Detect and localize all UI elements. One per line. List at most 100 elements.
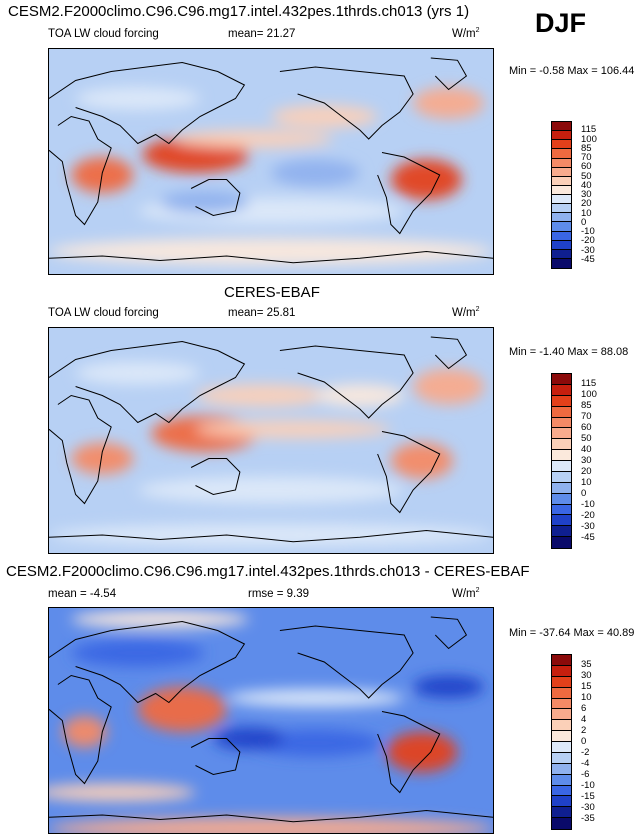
colorbar-swatch	[552, 774, 571, 786]
colorbar-tick-label: 10	[581, 477, 592, 488]
colorbar-swatch	[552, 482, 571, 494]
panel-1-minmax: Min = -0.58 Max = 106.44	[509, 65, 635, 77]
panel-1-variable-label: TOA LW cloud forcing	[48, 28, 159, 40]
coastline	[49, 340, 246, 424]
panel-3-units: W/m2	[452, 587, 480, 600]
coastline	[49, 250, 493, 264]
colorbar-swatch	[552, 185, 571, 195]
panel-2-minmax: Min = -1.40 Max = 88.08	[509, 346, 629, 358]
colorbar-tick-label: 10	[581, 207, 592, 219]
field-region	[49, 238, 493, 265]
coastline	[279, 625, 414, 699]
colorbar-swatch	[552, 384, 571, 396]
panel-1-units: W/m2	[452, 27, 480, 40]
panel-2-variable-label: TOA LW cloud forcing	[48, 307, 159, 319]
panel-3-map	[48, 607, 494, 834]
field-region	[75, 87, 200, 110]
colorbar-tick-label: 70	[581, 411, 592, 422]
colorbar-swatch	[552, 450, 571, 461]
colorbar-tick-label: 35	[581, 659, 592, 670]
colorbar-tick-label: -30	[581, 244, 595, 256]
coastline	[49, 620, 246, 704]
colorbar-swatch	[552, 665, 571, 677]
colorbar-swatch	[552, 417, 571, 429]
colorbar-swatch	[552, 374, 571, 385]
colorbar-tick-label: 0	[581, 736, 587, 747]
coastline	[49, 809, 493, 823]
colorbar-tick-label: 2	[581, 725, 587, 736]
colorbar-swatch	[552, 204, 571, 214]
field-region	[173, 130, 334, 148]
colorbar-tick-label: -4	[581, 758, 590, 769]
field-region	[71, 610, 249, 629]
colorbar-swatch	[552, 818, 571, 829]
colorbar-swatch	[552, 240, 571, 250]
panel-3-title: CESM2.F2000climo.C96.C96.mg17.intel.432p…	[6, 563, 530, 580]
field-region	[137, 686, 227, 732]
colorbar-swatch	[552, 515, 571, 527]
field-region	[62, 716, 107, 748]
coastline	[49, 529, 493, 543]
panel-3-rmse-label: rmse = 9.39	[248, 588, 310, 600]
panel-1-colorbar-labels: 115 100 85 70 60 50 40 30 20 10 0 -10 -20 -30 -45	[581, 121, 621, 269]
colorbar-swatch	[552, 122, 571, 132]
colorbar-swatch	[552, 439, 571, 451]
coastline	[430, 336, 468, 370]
colorbar-tick-label: -15	[581, 791, 595, 802]
colorbar-tick-label: 115	[581, 378, 597, 389]
colorbar-swatch	[552, 140, 571, 150]
colorbar-swatch	[552, 461, 571, 472]
colorbar-tick-label: -30	[581, 802, 595, 813]
field-region	[390, 442, 454, 479]
colorbar-tick-label: 115	[581, 124, 597, 136]
colorbar-swatch	[552, 231, 571, 241]
colorbar-tick-label: -10	[581, 499, 595, 510]
colorbar-tick-label: 20	[581, 466, 592, 477]
panel-3-minmax: Min = -37.64 Max = 40.89	[509, 627, 635, 639]
colorbar-tick-label: 60	[581, 161, 592, 173]
field-region	[137, 476, 405, 504]
colorbar-swatch	[552, 526, 571, 538]
field-region	[49, 523, 493, 547]
colorbar-tick-label: 100	[581, 389, 597, 400]
map-background-field	[49, 328, 493, 553]
coastline	[49, 394, 112, 505]
colorbar-swatch	[552, 406, 571, 418]
colorbar-tick-label: 50	[581, 170, 592, 182]
field-region	[315, 384, 405, 407]
field-region	[195, 384, 329, 407]
colorbar-swatch	[552, 720, 571, 732]
panel-1-mean-label: mean= 21.27	[228, 28, 296, 40]
colorbar-tick-label: 100	[581, 133, 597, 145]
coastline	[190, 738, 241, 776]
panel-1-map-svg	[49, 49, 493, 274]
panel-3-mean-label: mean = -4.54	[48, 588, 117, 600]
colorbar-swatch	[552, 195, 571, 205]
colorbar-tick-label: 85	[581, 142, 592, 154]
colorbar-tick-label: -6	[581, 769, 590, 780]
colorbar-tick-label: 30	[581, 189, 592, 200]
colorbar-swatch	[552, 655, 571, 666]
panel-2-title: CERES-EBAF	[224, 284, 320, 301]
colorbar-swatch	[552, 395, 571, 407]
coastline	[430, 57, 468, 91]
coastline	[430, 616, 468, 650]
colorbar-tick-label: 40	[581, 444, 592, 455]
colorbar-swatch	[552, 249, 571, 259]
colorbar-swatch	[552, 131, 571, 141]
colorbar-swatch	[552, 785, 571, 797]
panel-2-units: W/m2	[452, 306, 480, 319]
coastline	[49, 115, 112, 226]
colorbar-swatch	[552, 149, 571, 159]
panel-1-title: CESM2.F2000climo.C96.C96.mg17.intel.432p…	[8, 3, 470, 20]
colorbar-tick-label: -45	[581, 532, 595, 543]
colorbar-swatch	[552, 158, 571, 168]
field-region	[49, 783, 196, 802]
colorbar-tick-label: 10	[581, 692, 592, 703]
panel-2-mean-label: mean= 25.81	[228, 307, 296, 319]
field-region	[226, 689, 405, 707]
field-region	[71, 442, 134, 475]
colorbar-swatch	[552, 258, 571, 268]
coastline	[377, 152, 441, 235]
colorbar-tick-label: 40	[581, 179, 592, 191]
